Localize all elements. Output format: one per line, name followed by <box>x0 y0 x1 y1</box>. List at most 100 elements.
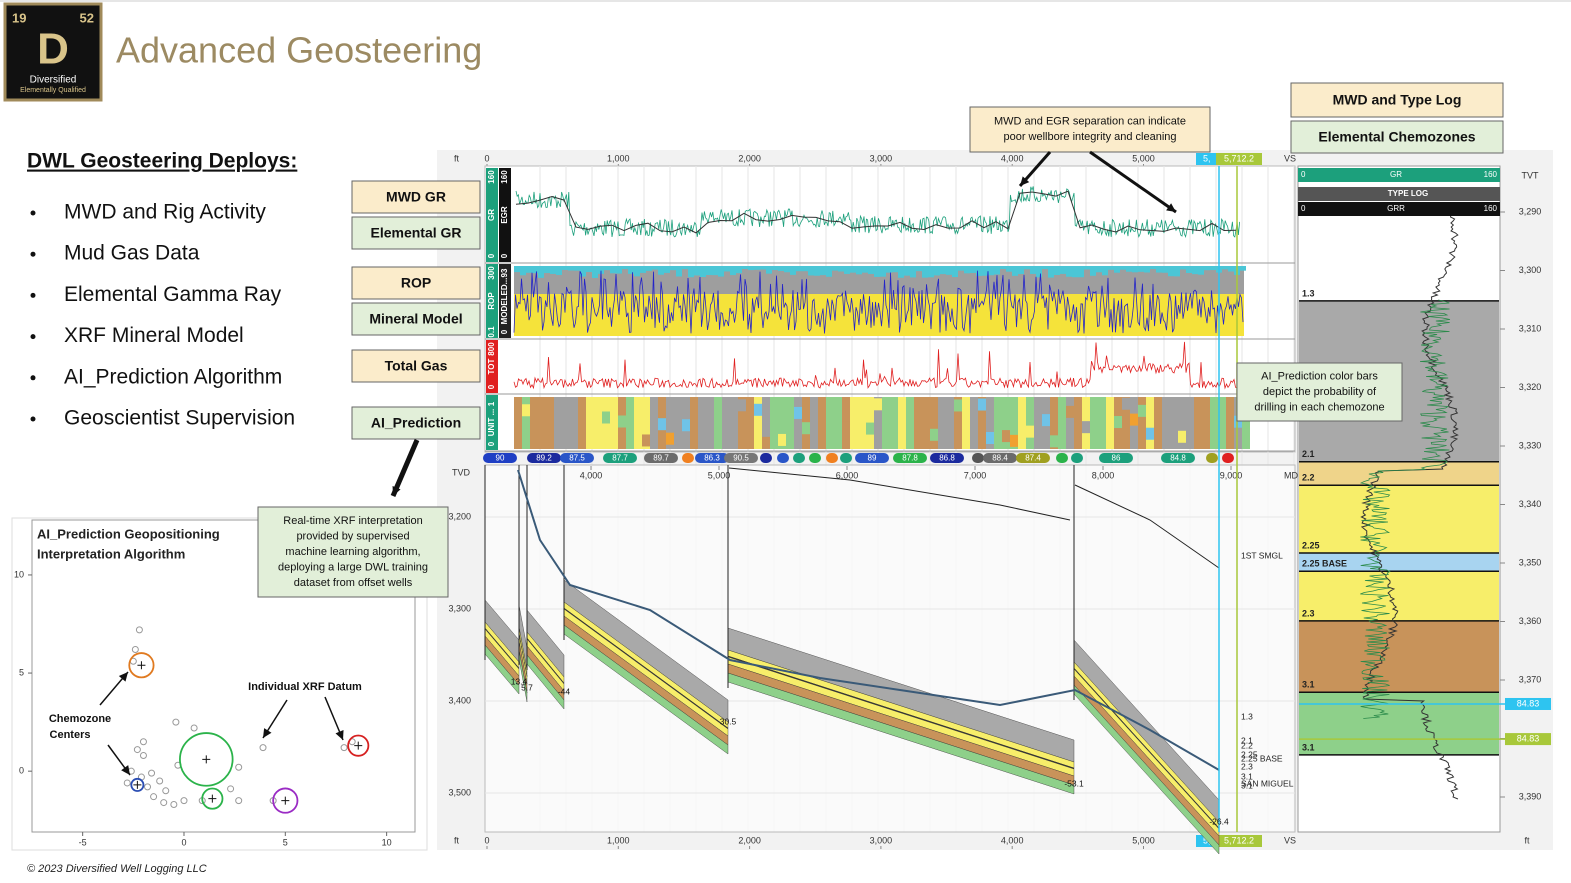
track-min: 0 <box>500 253 509 258</box>
center-cross <box>137 661 146 670</box>
track-min: 0 <box>487 384 496 389</box>
prediction-pill <box>1222 453 1234 463</box>
type-header <box>1298 168 1500 182</box>
chemozone-fill <box>522 404 530 417</box>
position-label: 5,712.2 <box>1224 153 1254 163</box>
tick-label: 0 <box>484 153 489 163</box>
arrow <box>390 439 420 497</box>
arrow-head <box>392 486 401 496</box>
mineral-fill <box>904 266 910 276</box>
callout-text: depict the probability of <box>1263 386 1377 398</box>
callout <box>969 106 1211 153</box>
chemozone-fill <box>658 418 666 431</box>
chemozone-fill <box>1170 397 1178 449</box>
chemozone-fill <box>986 431 994 444</box>
chemozone-fill <box>666 432 674 445</box>
chemozone-fill <box>642 434 650 447</box>
prediction-pill <box>1016 453 1050 463</box>
logo-number: 19 <box>12 10 26 25</box>
mineral-fill <box>1198 266 1204 275</box>
top-label: 2.25 <box>1302 540 1320 550</box>
mineral-fill <box>856 266 862 275</box>
chemozone-fill <box>874 397 882 449</box>
label-box <box>351 216 481 250</box>
chemozone-fill <box>818 397 826 449</box>
axis-unit: ft <box>454 153 460 163</box>
tick-label: 3,350 <box>1519 557 1542 567</box>
tick-label: 2,000 <box>738 835 761 845</box>
prediction-label: 88.4 <box>992 454 1008 463</box>
tick-label: 10 <box>382 837 392 847</box>
mineral-fill <box>886 266 892 273</box>
chemozone-fill <box>722 397 730 449</box>
marker-label: 84.83 <box>1517 733 1540 743</box>
chemozone-center <box>272 787 299 814</box>
chemozone-fill <box>978 397 986 449</box>
mineral-fill <box>622 266 628 270</box>
track-min: 0.1 <box>487 326 496 338</box>
mineral-fill <box>610 266 616 274</box>
xrf-point <box>170 801 178 809</box>
chemozone-fill <box>786 397 794 449</box>
chemozone-fill <box>554 397 562 449</box>
scale-max: 160 <box>1484 204 1498 213</box>
chemozone-fill <box>1138 404 1146 417</box>
chemozone-fill <box>802 422 810 435</box>
xrf-point <box>259 744 267 752</box>
tick-label: 3,000 <box>870 153 893 163</box>
track-min: 0 <box>500 329 509 334</box>
mineral-fill <box>1126 266 1132 272</box>
xrf-point <box>156 777 164 785</box>
center-cross <box>202 755 211 764</box>
prediction-pill <box>644 453 678 463</box>
mineral-fill <box>1030 266 1036 274</box>
track-name: MODELED... <box>500 278 509 325</box>
mineral-fill <box>1018 266 1024 275</box>
mineral-fill <box>1108 266 1114 270</box>
prediction-pill <box>777 453 789 463</box>
mineral-fill <box>1036 266 1042 278</box>
list-item: XRF Mineral Model <box>64 324 244 347</box>
mineral-fill <box>712 266 718 276</box>
mineral-fill <box>1138 266 1144 272</box>
mineral-fill <box>514 266 520 273</box>
chemozone-fill <box>1082 421 1090 434</box>
chemozone-fill <box>1194 397 1202 449</box>
fault-throw: 5.7 <box>521 682 533 692</box>
prediction-pill <box>826 453 838 463</box>
label-box <box>351 349 481 383</box>
list-item: Geoscientist Supervision <box>64 407 295 430</box>
mineral-fill <box>754 266 760 270</box>
position-box <box>1216 835 1262 847</box>
track-name: GR <box>487 209 496 221</box>
mineral-fill <box>676 266 682 277</box>
fault-throw: 13.4 <box>511 676 528 686</box>
mineral-fill <box>568 266 574 271</box>
tick-label: 9,000 <box>1220 470 1243 480</box>
arrow-head <box>1166 203 1176 212</box>
logo-name: Diversified <box>30 75 77 86</box>
tick-label: 4,000 <box>1001 153 1024 163</box>
chemozone-band <box>1299 571 1499 621</box>
mineral-fill <box>1072 266 1078 278</box>
type-log-title: TYPE LOG <box>1388 189 1428 198</box>
chemozone-center <box>130 777 145 792</box>
chemozone-fill <box>866 422 874 435</box>
xrf-point <box>139 751 147 759</box>
center-cross <box>133 780 142 789</box>
scale-name: GR <box>1390 170 1402 179</box>
mineral-fill <box>586 266 592 273</box>
chemozone-fill <box>1090 397 1098 449</box>
mineral-fill <box>640 266 646 273</box>
chemozone-fill <box>1122 397 1130 449</box>
mineral-fill <box>766 266 772 274</box>
elemental-curve <box>1359 299 1451 719</box>
chemozone-fill <box>794 397 802 449</box>
chemozone-fill <box>970 422 978 435</box>
prediction-pill <box>840 453 852 463</box>
mineral-fill <box>574 266 580 271</box>
tick-label: 5,000 <box>708 470 731 480</box>
chemozone-center <box>347 734 370 757</box>
mineral-fill <box>784 266 790 273</box>
prediction-label: 90.5 <box>733 454 749 463</box>
